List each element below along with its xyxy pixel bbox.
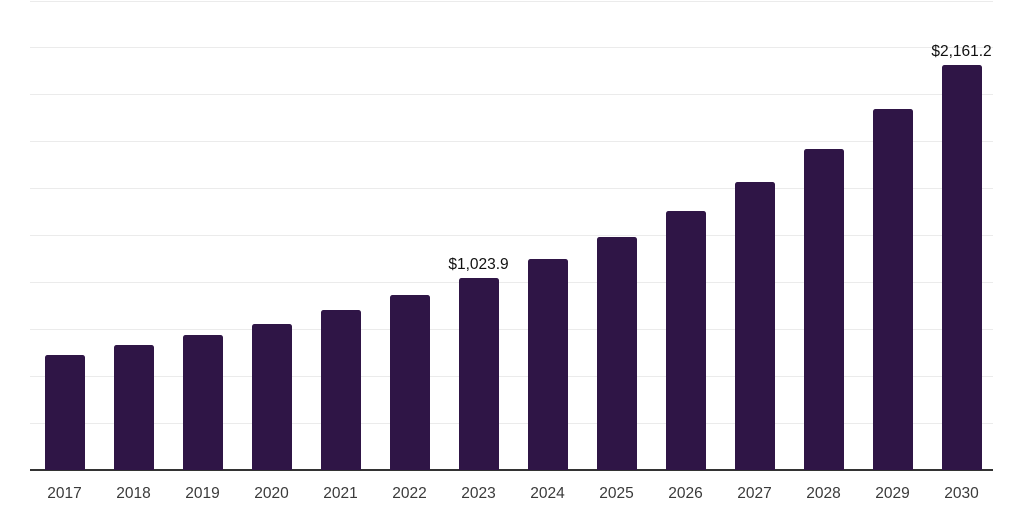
gridline (30, 422, 993, 424)
bar-2021 (320, 309, 361, 470)
x-axis-line (30, 469, 993, 471)
bar-2025 (596, 237, 637, 470)
x-tick-label-2030: 2030 (944, 485, 979, 502)
x-tick-label-2019: 2019 (185, 485, 220, 502)
gridline (30, 94, 993, 96)
gridline (30, 281, 993, 283)
bar-2029 (872, 108, 913, 470)
x-tick-label-2029: 2029 (875, 485, 910, 502)
x-tick-label-2017: 2017 (47, 485, 82, 502)
gridline (30, 141, 993, 143)
gridline (30, 0, 993, 2)
x-tick-label-2018: 2018 (116, 485, 151, 502)
x-tick-label-2020: 2020 (254, 485, 289, 502)
bar-2026 (665, 211, 706, 470)
gridline (30, 328, 993, 330)
bar-2028 (803, 149, 844, 470)
gridline (30, 235, 993, 236)
x-tick-label-2022: 2022 (392, 485, 427, 502)
bar-2027 (734, 182, 775, 470)
bar-2018 (113, 345, 154, 470)
bar-2023 (458, 277, 499, 470)
value-label-2030: $2,161.2 (931, 42, 992, 60)
bar-2017 (44, 354, 85, 470)
bar-2019 (182, 334, 223, 470)
gridline (30, 375, 993, 377)
x-tick-label-2026: 2026 (668, 485, 703, 502)
gridline (30, 47, 993, 49)
x-tick-label-2025: 2025 (599, 485, 634, 502)
value-label-2023: $1,023.9 (448, 255, 509, 273)
bar-2020 (251, 323, 292, 470)
x-tick-label-2023: 2023 (461, 485, 496, 502)
gridline (30, 188, 993, 190)
bar-2030 (941, 64, 982, 470)
bar-2022 (389, 294, 430, 470)
x-tick-label-2027: 2027 (737, 485, 772, 502)
x-tick-label-2021: 2021 (323, 485, 358, 502)
x-tick-label-2028: 2028 (806, 485, 841, 502)
x-tick-label-2024: 2024 (530, 485, 565, 502)
bar-2024 (527, 259, 568, 470)
